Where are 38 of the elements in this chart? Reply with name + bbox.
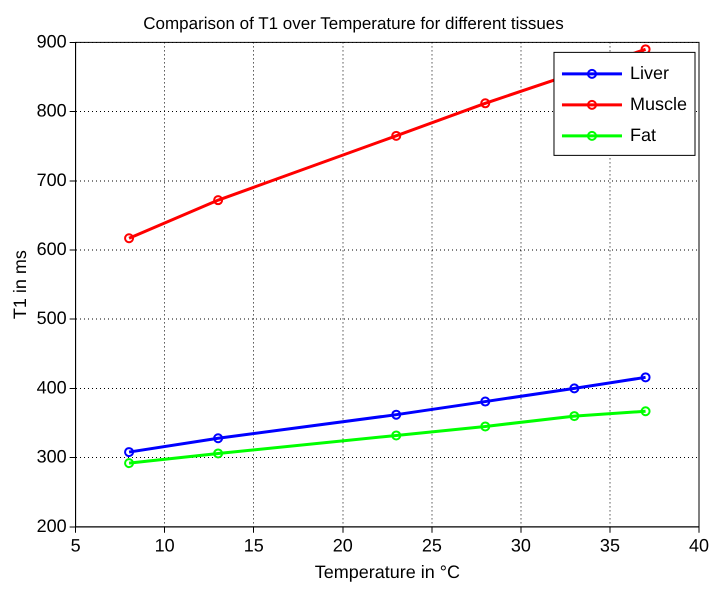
x-tick-label: 35 [600, 536, 620, 556]
x-tick-label: 40 [688, 536, 710, 556]
point [569, 411, 580, 422]
x-tick-label: 5 [70, 536, 81, 556]
chart-title: Comparison of T1 over Temperature for different tissues [143, 14, 564, 33]
y-tick-label: 300 [36, 446, 67, 467]
point [124, 447, 134, 458]
point [569, 383, 580, 394]
point [213, 195, 224, 206]
point [480, 396, 490, 407]
point [391, 410, 402, 420]
x-tick-label: 30 [510, 536, 531, 556]
point [480, 98, 490, 108]
point [391, 130, 402, 141]
point [124, 458, 134, 468]
x-tick-label: 20 [332, 536, 353, 556]
y-axis-title: T1 in ms [10, 250, 30, 320]
point [640, 406, 651, 416]
y-tick-label: 800 [36, 100, 67, 121]
y-tick-label: 400 [36, 377, 67, 398]
legend-label: Muscle [630, 94, 687, 114]
point [640, 372, 651, 382]
point [213, 448, 224, 458]
x-tick-label: 25 [422, 536, 442, 556]
y-tick-label: 600 [36, 238, 67, 259]
x-tick-label: 10 [154, 536, 175, 556]
point [391, 430, 402, 440]
point [213, 433, 224, 444]
y-tick-label: 200 [36, 516, 67, 536]
x-tick-label: 15 [244, 536, 264, 556]
legend-label: Liver [630, 62, 670, 83]
y-tick-label: 500 [36, 308, 67, 328]
legend-label: Fat [630, 124, 656, 145]
y-tick-label: 700 [36, 170, 67, 190]
x-axis-title: Temperature in °C [314, 562, 460, 582]
y-tick-label: 900 [36, 31, 67, 52]
point [480, 421, 490, 432]
point [124, 233, 134, 244]
